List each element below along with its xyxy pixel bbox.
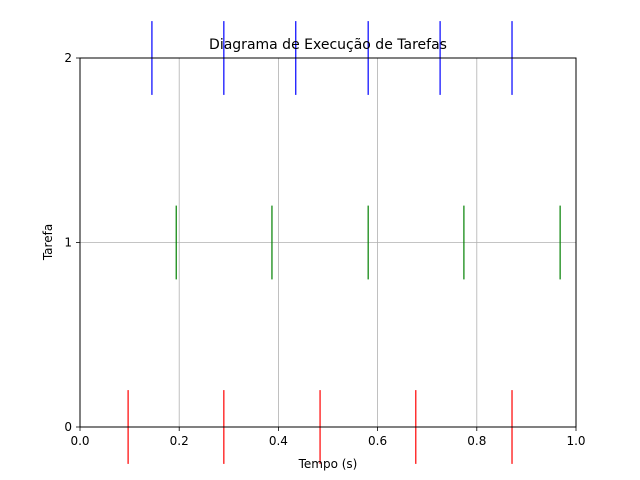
chart-title: Diagrama de Execução de Tarefas	[209, 37, 447, 53]
y-axis-label: Tarefa	[41, 224, 55, 261]
x-tick-label: 0.2	[170, 434, 189, 448]
x-tick-label: 1.0	[566, 434, 585, 448]
x-axis-label: Tempo (s)	[298, 457, 358, 471]
axis-ticks: 0.0 0.2 0.4 0.6 0.8 1.0 0 1 2	[64, 51, 585, 448]
x-tick-label: 0.4	[269, 434, 288, 448]
x-tick-label: 0.8	[467, 434, 486, 448]
y-tick-label: 0	[64, 420, 72, 434]
y-tick-label: 1	[64, 236, 72, 250]
x-tick-label: 0.6	[368, 434, 387, 448]
x-tick-label: 0.0	[70, 434, 89, 448]
y-tick-label: 2	[64, 51, 72, 65]
